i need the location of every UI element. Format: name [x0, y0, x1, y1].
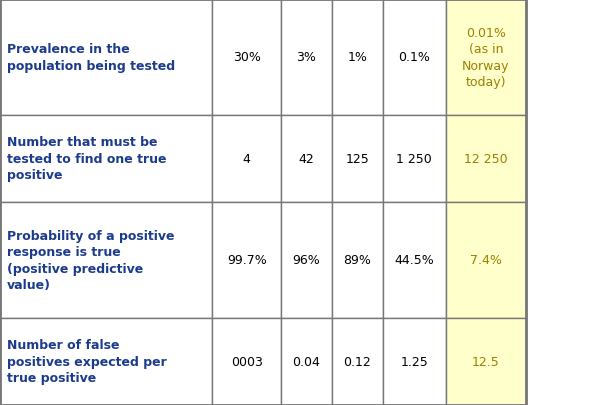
Bar	[281, 115, 332, 202]
Text: 0.01%
(as in
Norway
today): 0.01% (as in Norway today)	[462, 27, 509, 89]
Text: 30%: 30%	[233, 51, 261, 64]
Text: 1%: 1%	[347, 51, 367, 64]
Bar	[0, 0, 212, 115]
Text: 0003: 0003	[231, 355, 263, 368]
Bar	[383, 115, 446, 202]
Text: 0.1%: 0.1%	[398, 51, 430, 64]
Bar	[446, 0, 526, 115]
Bar	[281, 318, 332, 405]
Bar	[281, 0, 332, 115]
Text: Number of false
positives expected per
true positive: Number of false positives expected per t…	[7, 339, 167, 384]
Bar	[332, 318, 383, 405]
Text: 99.7%: 99.7%	[227, 254, 267, 267]
Text: 125: 125	[346, 152, 369, 166]
Text: 4: 4	[243, 152, 251, 166]
Text: Prevalence in the
population being tested: Prevalence in the population being teste…	[7, 43, 175, 72]
Text: 42: 42	[298, 152, 315, 166]
Text: 3%: 3%	[297, 51, 316, 64]
Bar	[332, 0, 383, 115]
Bar	[212, 202, 281, 318]
Text: Number that must be
tested to find one true
positive: Number that must be tested to find one t…	[7, 136, 167, 182]
Bar	[332, 202, 383, 318]
Bar	[383, 318, 446, 405]
Text: 0.04: 0.04	[292, 355, 321, 368]
Bar	[0, 318, 212, 405]
Bar	[212, 115, 281, 202]
Bar	[0, 0, 526, 405]
Bar	[281, 202, 332, 318]
Text: 1.25: 1.25	[400, 355, 428, 368]
Text: 12 250: 12 250	[464, 152, 508, 166]
Text: 96%: 96%	[292, 254, 321, 267]
Bar	[383, 202, 446, 318]
Bar	[446, 318, 526, 405]
Text: 7.4%: 7.4%	[470, 254, 502, 267]
Bar	[0, 115, 212, 202]
Text: 89%: 89%	[343, 254, 371, 267]
Bar	[332, 115, 383, 202]
Bar	[383, 0, 446, 115]
Bar	[0, 202, 212, 318]
Bar	[446, 202, 526, 318]
Text: 44.5%: 44.5%	[394, 254, 434, 267]
Text: Probability of a positive
response is true
(positive predictive
value): Probability of a positive response is tr…	[7, 229, 175, 291]
Bar	[212, 0, 281, 115]
Text: 12.5: 12.5	[472, 355, 500, 368]
Bar	[212, 318, 281, 405]
Text: 1 250: 1 250	[396, 152, 432, 166]
Text: 0.12: 0.12	[343, 355, 371, 368]
Bar	[446, 115, 526, 202]
